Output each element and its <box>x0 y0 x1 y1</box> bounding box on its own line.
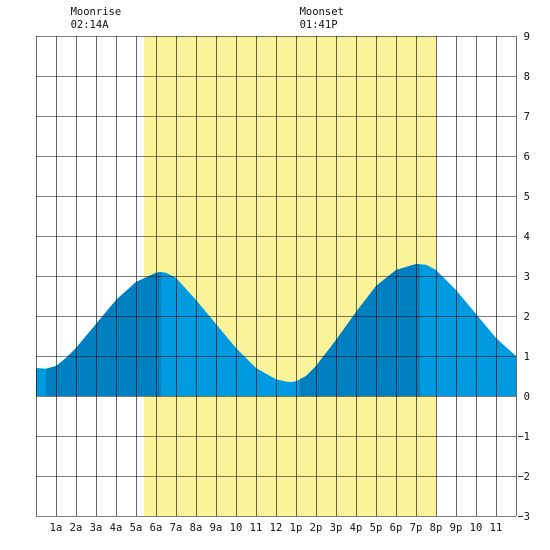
moonset-label: Moonset <box>299 6 344 18</box>
daylight-band <box>144 36 436 516</box>
y-tick-label: 9 <box>524 31 530 43</box>
y-tick-label: 3 <box>524 271 530 283</box>
x-tick-label: 3a <box>90 522 103 534</box>
x-tick-label: 2a <box>70 522 83 534</box>
grid-layer <box>36 36 517 517</box>
x-tick-label: 11 <box>250 522 263 534</box>
y-tick-label: −1 <box>517 431 530 443</box>
x-tick-label: 9a <box>210 522 223 534</box>
x-tick-label: 6a <box>150 522 163 534</box>
y-tick-label: 4 <box>524 231 530 243</box>
x-tick-label: 7a <box>170 522 183 534</box>
x-tick-label: 3p <box>330 522 343 534</box>
x-tick-label: 7p <box>410 522 423 534</box>
x-tick-label: 5a <box>130 522 143 534</box>
moonrise-time: 02:14A <box>70 19 109 31</box>
y-tick-label: 2 <box>524 311 530 323</box>
y-tick-label: 6 <box>524 151 530 163</box>
x-tick-label: 10 <box>470 522 483 534</box>
x-tick-label: 8p <box>430 522 443 534</box>
moonset-time: 01:41P <box>299 19 338 31</box>
x-tick-label: 9p <box>450 522 463 534</box>
x-tick-label: 6p <box>390 522 403 534</box>
y-tick-label: −3 <box>517 511 530 523</box>
x-axis-labels: 1a 2a 3a 4a 5a 6a 7a 8a 9a 10 11 12 1p 2p 3p 4p 5p 6p 7p 8p… <box>50 522 503 534</box>
moonset-annotation: Moonset 01:41P <box>300 6 344 32</box>
moonrise-annotation: Moonrise 02:14A <box>71 6 122 32</box>
tide-dark-band-1 <box>46 264 161 396</box>
y-tick-label: −2 <box>517 471 530 483</box>
y-tick-label: 8 <box>524 71 530 83</box>
x-tick-label: 8a <box>190 522 203 534</box>
y-tick-label: 0 <box>524 391 530 403</box>
y-tick-label: 7 <box>524 111 530 123</box>
x-tick-label: 1a <box>50 522 63 534</box>
y-tick-label: 5 <box>524 191 530 203</box>
x-tick-label: 12 <box>270 522 283 534</box>
x-tick-label: 11 <box>490 522 503 534</box>
x-tick-label: 4p <box>350 522 363 534</box>
x-tick-label: 1p <box>290 522 303 534</box>
moonrise-label: Moonrise <box>70 6 122 18</box>
y-tick-label: 1 <box>524 351 530 363</box>
x-tick-label: 4a <box>110 522 123 534</box>
x-tick-label: 5p <box>370 522 383 534</box>
x-tick-label: 10 <box>230 522 243 534</box>
x-tick-label: 2p <box>310 522 323 534</box>
y-axis-labels: −3 −2 −1 0 1 2 3 4 5 6 7 8 9 <box>517 31 530 523</box>
daylight-layer <box>144 36 436 516</box>
